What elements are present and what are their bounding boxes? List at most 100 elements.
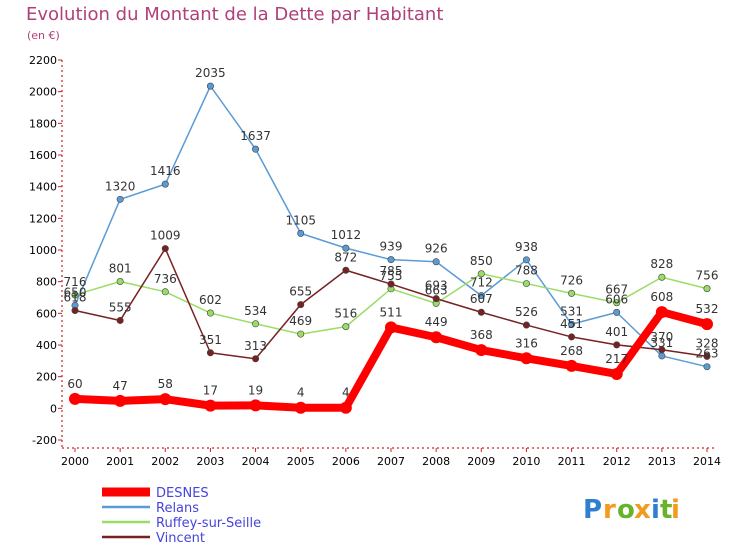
data-point: [114, 394, 127, 407]
x-tick-label: 2013: [648, 455, 676, 468]
data-point: [206, 349, 214, 357]
data-point: [297, 301, 305, 309]
data-label: 17: [203, 384, 218, 398]
x-tick-label: 2000: [61, 455, 89, 468]
data-point: [387, 280, 395, 288]
data-label: 449: [425, 315, 448, 329]
data-label: 1320: [105, 179, 136, 193]
data-point: [204, 399, 217, 412]
logo-letter: t: [660, 495, 672, 525]
data-point: [159, 393, 172, 406]
data-point: [703, 363, 711, 371]
legend-label: DESNES: [156, 486, 209, 501]
x-tick-label: 2008: [422, 455, 450, 468]
y-tick-label: 1600: [29, 149, 57, 162]
data-point: [477, 270, 485, 278]
data-label: 667: [605, 283, 628, 297]
data-point: [703, 285, 711, 293]
data-label: 328: [696, 336, 719, 350]
data-labels: 650 1320 1416 2035 1637 1105 1012 939 926 712 938 5…: [64, 66, 719, 400]
data-label: 712: [470, 276, 493, 290]
data-label: 516: [334, 307, 357, 321]
data-point: [522, 280, 530, 288]
data-label: 370: [650, 330, 673, 344]
x-tick-label: 2005: [287, 455, 315, 468]
data-point: [342, 323, 350, 331]
data-label: 1637: [240, 129, 271, 143]
data-label: 313: [244, 339, 267, 353]
data-point: [613, 299, 621, 307]
legend-label: Ruffey-sur-Seille: [156, 516, 261, 531]
data-label: 1009: [150, 229, 181, 243]
y-tick-label: 1800: [29, 117, 57, 130]
data-point: [387, 256, 395, 264]
logo-letter: i: [671, 495, 680, 525]
data-label: 532: [696, 302, 719, 316]
data-point: [249, 399, 262, 412]
data-label: 1012: [331, 228, 362, 242]
data-label: 331: [650, 336, 673, 350]
data-point: [522, 321, 530, 329]
data-label: 756: [696, 269, 719, 283]
data-label: 693: [425, 279, 448, 293]
data-point: [477, 292, 485, 300]
data-point: [116, 195, 124, 203]
y-tick-label: 400: [36, 339, 57, 352]
logo-letter: x: [634, 495, 651, 525]
y-tick-label: 800: [36, 276, 57, 289]
data-label: 217: [605, 352, 628, 366]
data-label: 4: [342, 386, 350, 400]
data-label: 2035: [195, 66, 226, 80]
y-tick-label: 0: [50, 402, 57, 415]
data-point: [252, 145, 260, 153]
data-point: [430, 331, 443, 344]
data-point: [703, 352, 711, 360]
data-label: 850: [470, 254, 493, 268]
data-point: [385, 321, 397, 334]
data-label: 788: [515, 264, 538, 278]
data-label: 469: [289, 314, 312, 328]
data-label: 939: [380, 240, 403, 254]
data-label: 801: [109, 262, 132, 276]
data-point: [568, 333, 576, 341]
data-point: [116, 278, 124, 286]
x-tick-label: 2002: [151, 455, 179, 468]
data-label: 785: [380, 264, 403, 278]
y-tick-label: 200: [36, 371, 57, 384]
data-label: 351: [199, 333, 222, 347]
data-label: 526: [515, 305, 538, 319]
data-label: 511: [380, 305, 403, 319]
data-label: 555: [109, 300, 132, 314]
logo-letter: P: [583, 495, 602, 525]
x-tick-label: 2012: [603, 455, 631, 468]
data-point: [342, 266, 350, 274]
data-point: [568, 289, 576, 297]
series-lines: [69, 82, 713, 414]
x-tick-label: 2011: [558, 455, 586, 468]
data-point: [161, 288, 169, 296]
data-label: 655: [289, 285, 312, 299]
data-label: 650: [64, 285, 87, 299]
x-tick-label: 2010: [512, 455, 540, 468]
data-label: 607: [470, 292, 493, 306]
data-label: 663: [425, 283, 448, 297]
y-tick-label: -200: [32, 434, 57, 447]
data-label: 1416: [150, 164, 181, 178]
y-tick-label: 600: [36, 307, 57, 320]
data-point: [206, 309, 214, 317]
y-tick-label: 2000: [29, 86, 57, 99]
legend-label: Relans: [156, 501, 199, 516]
data-point: [71, 306, 79, 314]
x-tick-label: 2004: [242, 455, 270, 468]
logo-letter: o: [617, 495, 635, 525]
data-point: [342, 244, 350, 252]
logo-letter: i: [651, 495, 660, 525]
data-point: [477, 308, 485, 316]
y-tick-label: 2200: [29, 54, 57, 67]
data-point: [613, 341, 621, 349]
data-point: [701, 318, 713, 331]
data-point: [297, 330, 305, 338]
data-label: 755: [380, 269, 403, 283]
data-point: [252, 355, 260, 363]
data-label: 872: [334, 250, 357, 264]
